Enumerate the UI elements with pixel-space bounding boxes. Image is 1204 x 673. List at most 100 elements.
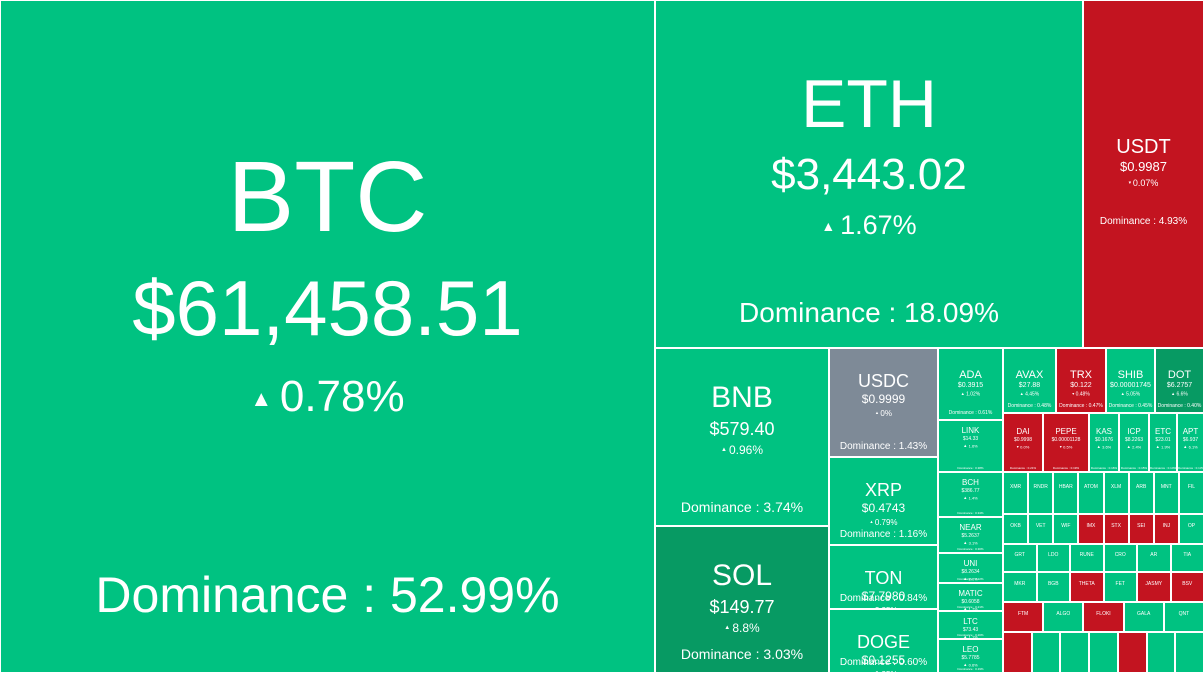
tile-avax[interactable]: AVAX $27.88 ▲4.45% Dominance : 0.48% [1003, 348, 1056, 413]
tile-link[interactable]: LINK $14.33 ▲1.6% Dominance : 0.38% [938, 420, 1003, 472]
tile-dominance: Dominance : 1.43% [839, 441, 928, 452]
tile-minor[interactable] [1060, 632, 1090, 673]
tile-bgb[interactable]: BGB [1036, 572, 1070, 602]
tile-jasmy[interactable]: JASMY [1137, 572, 1171, 602]
tile-xrp[interactable]: XRP $0.4743 ▲0.79% Dominance : 1.16% [829, 457, 938, 545]
tile-dominance: Dominance : 0.15% [1120, 466, 1148, 470]
change-value: 0.78% [279, 372, 405, 422]
tile-dot[interactable]: DOT $6.2757 ▲6.6% Dominance : 0.40% [1155, 348, 1204, 413]
tile-bnb[interactable]: BNB $579.40 ▲ 0.96% Dominance : 3.74% [655, 348, 829, 526]
change-value: 6.6% [1176, 391, 1188, 398]
tile-ada[interactable]: ADA $0.3915 ▲1.02% Dominance : 0.61% [938, 348, 1003, 420]
tile-apt[interactable]: APT $6.937 ▲6.1% Dominance : 0.13% [1177, 413, 1204, 472]
tile-symbol: ARB [1136, 484, 1147, 490]
tile-rune[interactable]: RUNE [1070, 544, 1104, 572]
tile-leo[interactable]: LEO $5.7785 ▲0.6% Dominance : 0.19% [938, 639, 1003, 673]
tile-icp[interactable]: ICP $8.2263 ▲2.4% Dominance : 0.15% [1119, 413, 1149, 472]
tile-change: ▲1.9% [1156, 443, 1171, 450]
tile-minor[interactable] [1003, 632, 1032, 673]
tile-op[interactable]: OP [1178, 514, 1204, 544]
tile-rndr[interactable]: RNDR [1028, 472, 1054, 514]
tile-price: $0.9987 [1120, 159, 1167, 175]
tile-change: ▲1.02% [961, 391, 981, 398]
tile-usdc[interactable]: USDC $0.9999 ▲0% Dominance : 1.43% [829, 348, 938, 457]
tile-ftm[interactable]: FTM [1003, 602, 1044, 632]
tile-minor[interactable] [1031, 632, 1061, 673]
tile-mkr[interactable]: MKR [1003, 572, 1037, 602]
tile-sol[interactable]: SOL $149.77 ▲ 8.8% Dominance : 3.03% [655, 526, 829, 673]
tile-btc[interactable]: BTC $61,458.51 ▲ 0.78% Dominance : 52.99% [0, 0, 655, 673]
tile-theta[interactable]: THETA [1070, 572, 1104, 602]
tile-symbol: QNT [1178, 611, 1190, 617]
change-value: 1.7% [968, 605, 978, 611]
tile-symbol: UNI [963, 559, 978, 568]
tile-tia[interactable]: TIA [1170, 544, 1204, 572]
tile-minor[interactable] [1117, 632, 1147, 673]
change-arrow-icon: ▲ [869, 519, 874, 525]
tile-bch[interactable]: BCH $386.77 ▲1.4% Dominance : 0.34% [938, 472, 1003, 517]
tile-matic[interactable]: MATIC $0.6058 ▲1.7% Dominance : 0.21% [938, 583, 1003, 611]
tile-near[interactable]: NEAR $5.2637 ▲3.1% Dominance : 0.30% [938, 517, 1003, 553]
tile-dominance: Dominance : 0.40% [1157, 403, 1202, 409]
tile-kas[interactable]: KAS $0.1676 ▲3.6% Dominance : 0.16% [1089, 413, 1119, 472]
change-value: 1.9% [1161, 443, 1171, 449]
tile-symbol: TIA [1183, 552, 1192, 558]
tile-vet[interactable]: VET [1028, 514, 1054, 544]
tile-trx[interactable]: TRX $0.122 ▾0.48% Dominance : 0.47% [1056, 348, 1106, 413]
tile-stx[interactable]: STX [1103, 514, 1129, 544]
tile-uni[interactable]: UNI $8.2634 ▲2.0% Dominance : 0.22% [938, 553, 1003, 583]
tile-hbar[interactable]: HBAR [1053, 472, 1079, 514]
tile-dominance: Dominance : 0.48% [1007, 403, 1052, 409]
tile-etc[interactable]: ETC $23.01 ▲1.9% Dominance : 0.14% [1149, 413, 1177, 472]
tile-fet[interactable]: FET [1103, 572, 1137, 602]
tile-arb[interactable]: ARB [1128, 472, 1154, 514]
tile-atom[interactable]: ATOM [1078, 472, 1104, 514]
tile-price: $0.00001745 [1110, 382, 1151, 390]
tile-change: ▲2.4% [1127, 444, 1141, 450]
tile-xmr[interactable]: XMR [1003, 472, 1029, 514]
tile-symbol: BGB [1047, 581, 1059, 587]
tile-symbol: SHIB [1117, 369, 1144, 381]
tile-floki[interactable]: FLOKI [1083, 602, 1124, 632]
tile-minor[interactable] [1175, 632, 1204, 673]
tile-change: ▲3.6% [1097, 444, 1111, 450]
tile-symbol: ATOM [1083, 484, 1098, 490]
tile-fil[interactable]: FIL [1178, 472, 1204, 514]
tile-doge[interactable]: DOGE$0.1255▲1.35%Dominance : 0.60% [829, 609, 938, 673]
tile-ltc[interactable]: LTC $73.43 ▲1.1% Dominance : 0.20% [938, 611, 1003, 639]
tile-minor[interactable] [1089, 632, 1118, 673]
tile-shib[interactable]: SHIB $0.00001745 ▲5.05% Dominance : 0.45% [1106, 348, 1155, 413]
tile-symbol: DOGE [856, 632, 910, 652]
tile-eth[interactable]: ETH $3,443.02 ▲ 1.67% Dominance : 18.09% [655, 0, 1083, 348]
tile-algo[interactable]: ALGO [1043, 602, 1084, 632]
tile-okb[interactable]: OKB [1003, 514, 1029, 544]
change-value: 4.45% [1025, 391, 1040, 398]
tile-change: ▲0.79% [869, 518, 897, 528]
tile-symbol: IMX [1086, 523, 1096, 529]
tile-wif[interactable]: WIF [1053, 514, 1079, 544]
tile-symbol: HBAR [1058, 484, 1073, 490]
tile-symbol: FTM [1017, 611, 1029, 617]
tile-bsv[interactable]: BSV [1170, 572, 1204, 602]
change-arrow-icon: ▲ [963, 442, 968, 448]
tile-minor[interactable] [1146, 632, 1176, 673]
tile-gala[interactable]: GALA [1123, 602, 1164, 632]
tile-inj[interactable]: INJ [1153, 514, 1179, 544]
tile-qnt[interactable]: QNT [1163, 602, 1204, 632]
tile-ldo[interactable]: LDO [1036, 544, 1070, 572]
tile-imx[interactable]: IMX [1078, 514, 1104, 544]
tile-dominance: Dominance : 0.61% [948, 410, 993, 416]
tile-cro[interactable]: CRO [1103, 544, 1137, 572]
tile-dai[interactable]: DAI $0.9998 ▾0.0% Dominance : 0.21% [1003, 413, 1043, 472]
tile-symbol: XRP [864, 480, 902, 500]
tile-dominance: Dominance : 0.22% [957, 577, 984, 581]
tile-mnt[interactable]: MNT [1153, 472, 1179, 514]
tile-pepe[interactable]: PEPE $0.00001128 ▾0.5% Dominance : 0.19% [1043, 413, 1089, 472]
tile-usdt[interactable]: USDT $0.9987 ▾ 0.07% Dominance : 4.93% [1083, 0, 1204, 348]
tile-xlm[interactable]: XLM [1103, 472, 1129, 514]
tile-grt[interactable]: GRT [1003, 544, 1037, 572]
tile-ar[interactable]: AR [1137, 544, 1171, 572]
tile-symbol: TON [864, 568, 903, 588]
tile-sei[interactable]: SEI [1128, 514, 1154, 544]
tile-ton[interactable]: TON$7.7980 ▲2.25% Dominance : 0.84% [829, 545, 938, 609]
